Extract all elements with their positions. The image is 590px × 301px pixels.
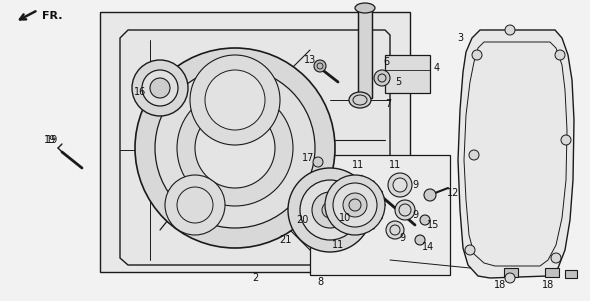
Circle shape bbox=[424, 189, 436, 201]
Circle shape bbox=[177, 90, 293, 206]
Circle shape bbox=[561, 135, 571, 145]
Text: 19: 19 bbox=[46, 135, 58, 145]
Circle shape bbox=[165, 175, 225, 235]
Bar bbox=[504, 268, 518, 277]
Polygon shape bbox=[464, 42, 567, 266]
Circle shape bbox=[333, 183, 377, 227]
Circle shape bbox=[393, 178, 407, 192]
Circle shape bbox=[325, 175, 385, 235]
Ellipse shape bbox=[355, 3, 375, 13]
Text: 10: 10 bbox=[339, 213, 351, 223]
Circle shape bbox=[386, 221, 404, 239]
Text: 6: 6 bbox=[383, 57, 389, 67]
Text: 11: 11 bbox=[352, 160, 364, 170]
Text: 9: 9 bbox=[412, 180, 418, 190]
Bar bbox=[385, 55, 430, 93]
Text: 8: 8 bbox=[317, 277, 323, 287]
Circle shape bbox=[135, 48, 335, 248]
Circle shape bbox=[551, 253, 561, 263]
Circle shape bbox=[288, 168, 372, 252]
Circle shape bbox=[505, 273, 515, 283]
Circle shape bbox=[313, 157, 323, 167]
Bar bbox=[100, 12, 410, 272]
Text: 14: 14 bbox=[422, 242, 434, 252]
Circle shape bbox=[190, 55, 280, 145]
Circle shape bbox=[472, 50, 482, 60]
Text: 21: 21 bbox=[279, 235, 291, 245]
Text: 18: 18 bbox=[494, 280, 506, 290]
Text: 11: 11 bbox=[389, 160, 401, 170]
Text: 13: 13 bbox=[304, 55, 316, 65]
Bar bbox=[358, 8, 372, 98]
Circle shape bbox=[420, 215, 430, 225]
Bar bbox=[545, 268, 559, 277]
Circle shape bbox=[142, 70, 178, 106]
Text: 2: 2 bbox=[252, 273, 258, 283]
Text: 3: 3 bbox=[457, 33, 463, 43]
Circle shape bbox=[469, 150, 479, 160]
Polygon shape bbox=[458, 30, 574, 278]
Circle shape bbox=[395, 200, 415, 220]
Text: 20: 20 bbox=[296, 215, 308, 225]
Circle shape bbox=[314, 60, 326, 72]
Circle shape bbox=[322, 202, 338, 218]
Text: 9: 9 bbox=[399, 233, 405, 243]
Circle shape bbox=[388, 173, 412, 197]
Circle shape bbox=[205, 70, 265, 130]
Bar bbox=[565, 270, 577, 278]
Circle shape bbox=[555, 50, 565, 60]
Circle shape bbox=[349, 199, 361, 211]
Text: 11: 11 bbox=[332, 240, 344, 250]
Polygon shape bbox=[120, 30, 390, 265]
Circle shape bbox=[343, 193, 367, 217]
Text: FR.: FR. bbox=[42, 11, 63, 21]
Circle shape bbox=[415, 235, 425, 245]
Circle shape bbox=[132, 60, 188, 116]
Text: 16: 16 bbox=[134, 87, 146, 97]
Text: 5: 5 bbox=[395, 77, 401, 87]
Circle shape bbox=[300, 180, 360, 240]
Text: 15: 15 bbox=[427, 220, 439, 230]
Text: 17: 17 bbox=[302, 153, 314, 163]
Circle shape bbox=[195, 108, 275, 188]
Text: 7: 7 bbox=[385, 99, 391, 109]
Circle shape bbox=[374, 70, 390, 86]
Text: 18: 18 bbox=[542, 280, 554, 290]
Text: 4: 4 bbox=[434, 63, 440, 73]
Text: 12: 12 bbox=[447, 188, 459, 198]
Circle shape bbox=[312, 192, 348, 228]
Ellipse shape bbox=[349, 92, 371, 108]
Circle shape bbox=[155, 68, 315, 228]
Circle shape bbox=[505, 25, 515, 35]
Text: 19: 19 bbox=[44, 135, 56, 145]
Text: 9: 9 bbox=[412, 210, 418, 220]
Bar bbox=[310, 155, 450, 275]
Circle shape bbox=[465, 245, 475, 255]
Circle shape bbox=[150, 78, 170, 98]
